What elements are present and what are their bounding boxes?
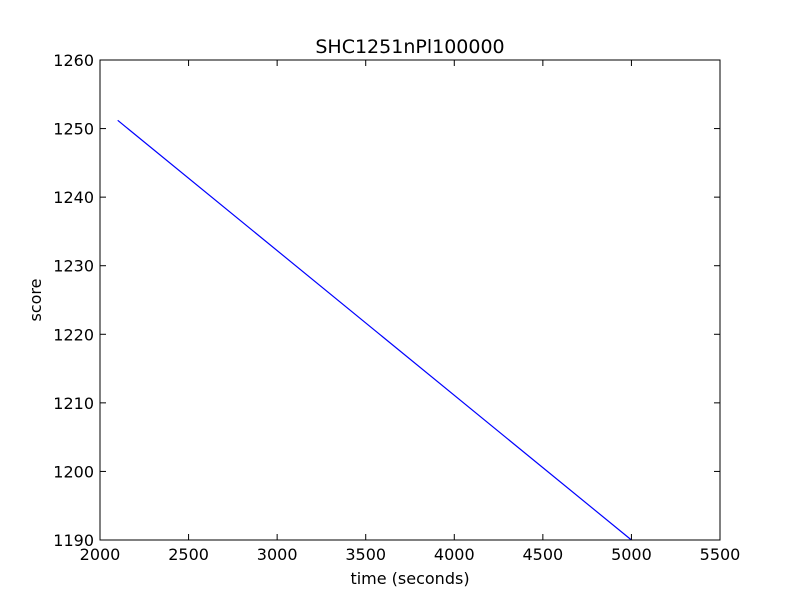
x-tick-label: 5000 <box>611 545 652 564</box>
plot-frame <box>99 59 721 541</box>
y-tick-label: 1250 <box>53 120 94 139</box>
x-tick-label: 5500 <box>700 545 741 564</box>
y-tick-label: 1240 <box>53 188 94 207</box>
y-tick-label: 1190 <box>53 531 94 550</box>
x-axis-label: time (seconds) <box>350 569 469 588</box>
series-line-0 <box>117 119 632 541</box>
y-tick-label: 1260 <box>53 51 94 70</box>
plot-area <box>99 59 721 541</box>
y-axis: 1190 1200 1210 1220 1230 1240 1250 1260 <box>53 51 720 550</box>
y-tick-label: 1230 <box>53 257 94 276</box>
x-tick-label: 3500 <box>345 545 386 564</box>
x-tick-label: 4500 <box>522 545 563 564</box>
x-tick-label: 2500 <box>168 545 209 564</box>
x-tick-label: 4000 <box>434 545 475 564</box>
y-tick-label: 1210 <box>53 394 94 413</box>
y-tick-label: 1220 <box>53 325 94 344</box>
y-axis-label: score <box>26 279 45 322</box>
x-tick-label: 3000 <box>257 545 298 564</box>
chart-title: SHC1251nPl100000 <box>315 36 504 58</box>
y-tick-label: 1200 <box>53 462 94 481</box>
x-tick-label: 2000 <box>80 545 121 564</box>
x-axis: 2000 2500 3000 3500 4000 4500 5000 5500 <box>80 60 741 564</box>
